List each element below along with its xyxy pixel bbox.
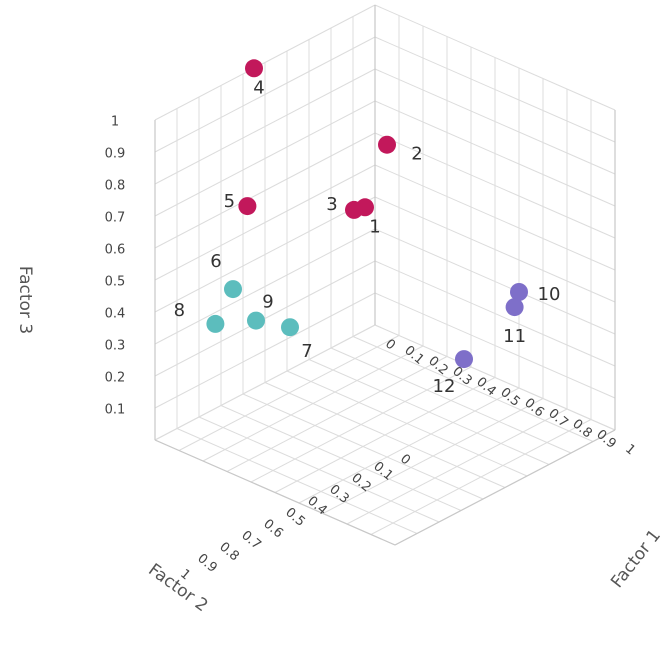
grid-line xyxy=(154,164,376,281)
grid-line xyxy=(374,132,616,239)
x-tick-label: 0.6 xyxy=(521,396,546,421)
grid-line xyxy=(242,393,484,500)
x-tick-label: 0.2 xyxy=(425,354,450,379)
grid-line xyxy=(154,100,376,217)
data-point xyxy=(281,318,299,337)
z-tick-label: 0.6 xyxy=(105,243,126,258)
data-point xyxy=(247,311,265,330)
x-tick-label: 0.4 xyxy=(473,375,498,400)
point-label: 11 xyxy=(503,326,526,347)
point-label: 8 xyxy=(174,300,185,321)
x-tick-label: 0.1 xyxy=(401,343,426,368)
point-label: 7 xyxy=(301,341,312,362)
x-axis-title: Factor 1 xyxy=(607,526,665,592)
grid-line xyxy=(198,416,440,523)
z-tick-label: 0.3 xyxy=(105,339,126,354)
z-tick-label: 0.2 xyxy=(105,371,126,386)
y-tick-label: 0.7 xyxy=(238,528,263,553)
grid-line xyxy=(374,100,616,207)
point-label: 5 xyxy=(224,191,235,212)
point-label: 1 xyxy=(369,216,380,237)
point-label: 9 xyxy=(262,292,273,313)
z-tick-label: 0.1 xyxy=(105,403,126,418)
data-point xyxy=(224,280,242,299)
point-label: 3 xyxy=(326,194,337,215)
data-point xyxy=(206,314,225,333)
z-axis-title: Factor 3 xyxy=(15,266,35,334)
data-point xyxy=(345,200,363,219)
point-label: 12 xyxy=(433,376,456,397)
x-tick-label: 1 xyxy=(622,442,638,459)
data-point xyxy=(510,283,528,301)
point-label: 2 xyxy=(411,144,422,165)
z-tick-label: 0.8 xyxy=(105,179,126,194)
grid-line xyxy=(370,419,592,535)
grid-line xyxy=(374,36,616,143)
z-tick-label: 1 xyxy=(111,115,119,130)
grid-line xyxy=(154,68,376,185)
z-tick-label: 0.9 xyxy=(105,147,126,162)
point-label: 6 xyxy=(210,251,221,272)
y-tick-label: 0.6 xyxy=(260,517,285,542)
grid-line xyxy=(346,408,568,525)
grid-line xyxy=(154,4,376,121)
x-tick-label: 0.7 xyxy=(545,406,570,431)
z-tick-label: 0.7 xyxy=(105,211,126,226)
data-point xyxy=(455,350,473,369)
z-tick-label: 0.5 xyxy=(105,275,126,290)
y-tick-label: 0.8 xyxy=(216,540,241,565)
point-label: 10 xyxy=(538,284,561,305)
grid-line xyxy=(374,4,616,111)
data-point xyxy=(505,298,524,317)
x-tick-label: 0.5 xyxy=(497,385,522,410)
grid-line xyxy=(154,132,376,249)
data-point xyxy=(378,135,396,154)
grid-line xyxy=(374,68,616,175)
x-tick-label: 0.9 xyxy=(593,427,618,452)
data-point xyxy=(245,59,263,78)
grid-line xyxy=(154,36,376,153)
z-tick-label: 0.4 xyxy=(105,307,126,322)
y-tick-label: 0 xyxy=(397,452,413,469)
box-edge xyxy=(394,429,616,546)
grid-line xyxy=(298,387,520,504)
x-tick-label: 0.8 xyxy=(569,417,594,442)
grid-line xyxy=(374,164,616,271)
grid-line xyxy=(322,398,544,514)
data-point xyxy=(238,197,257,216)
box-edge xyxy=(154,439,396,546)
grid-line xyxy=(176,428,418,534)
grid-line xyxy=(220,405,462,511)
grid-layer xyxy=(154,4,616,546)
x-tick-label: 0 xyxy=(382,337,398,354)
point-label: 4 xyxy=(253,77,264,98)
y-tick-label: 0.5 xyxy=(282,505,307,530)
grid-line xyxy=(264,382,506,488)
y-tick-label: 0.9 xyxy=(194,551,219,576)
